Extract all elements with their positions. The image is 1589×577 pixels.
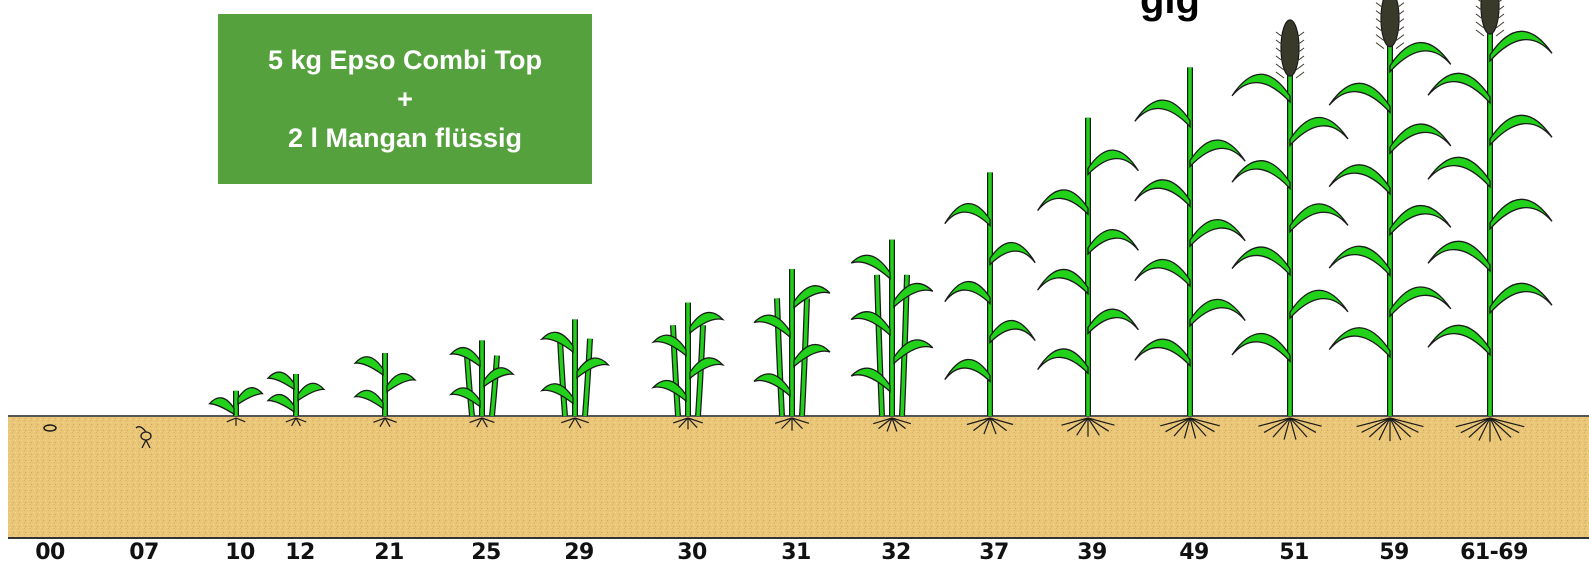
- plants-group: [43, 0, 1553, 449]
- plant-stage-31: [753, 269, 831, 431]
- plant-stage-07: [135, 426, 152, 449]
- treatment-line-1: 5 kg Epso Combi Top: [267, 44, 542, 75]
- plant-stage-59: [1328, 0, 1452, 442]
- plant-stage-32: [850, 239, 934, 432]
- stage-label-07: 07: [129, 540, 159, 565]
- stage-label-30: 30: [677, 540, 707, 565]
- plant-stage-37: [944, 172, 1036, 435]
- soil-layer: [8, 416, 1589, 538]
- plant-stage-00: [43, 424, 57, 432]
- plant-stage-10: [208, 387, 264, 426]
- treatment-line-3: 2 l Mangan flüssig: [287, 122, 523, 153]
- stage-label-49: 49: [1179, 540, 1209, 565]
- plant-stage-49: [1134, 67, 1246, 439]
- stage-label-12: 12: [285, 540, 315, 565]
- stage-label-51: 51: [1279, 540, 1309, 565]
- plant-stage-61-69: [1427, 0, 1553, 442]
- plant-stage-51: [1231, 19, 1349, 440]
- stage-label-25: 25: [471, 540, 501, 565]
- stage-label-59: 59: [1379, 540, 1409, 565]
- stage-label-31: 31: [781, 540, 811, 565]
- plant-stage-25: [449, 340, 515, 428]
- plant-stage-12: [266, 371, 326, 427]
- treatment-line-2: +: [397, 83, 413, 114]
- stage-label-32: 32: [881, 540, 911, 565]
- plant-stage-30: [651, 302, 725, 430]
- stage-label-61-69: 61-69: [1460, 540, 1528, 565]
- header-title-fragment: gig: [1140, 0, 1200, 22]
- stage-label-21: 21: [374, 540, 404, 565]
- treatment-box: 5 kg Epso Combi Top + 2 l Mangan flüssig: [218, 14, 592, 184]
- plant-stage-39: [1037, 117, 1139, 437]
- stage-label-29: 29: [564, 540, 594, 565]
- stage-label-37: 37: [979, 540, 1009, 565]
- plant-stage-21: [353, 353, 417, 427]
- stage-label-00: 00: [35, 540, 65, 565]
- stage-label-10: 10: [225, 540, 255, 565]
- stage-label-39: 39: [1077, 540, 1107, 565]
- plant-stage-29: [539, 319, 611, 429]
